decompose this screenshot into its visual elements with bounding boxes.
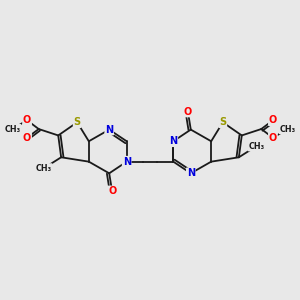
Text: CH₃: CH₃ [4, 124, 21, 134]
Text: N: N [105, 124, 113, 135]
Text: O: O [184, 106, 192, 116]
Text: CH₃: CH₃ [36, 164, 52, 173]
Text: O: O [23, 133, 31, 143]
Text: O: O [269, 133, 277, 143]
Text: N: N [187, 168, 195, 178]
Text: S: S [219, 117, 226, 127]
Text: O: O [108, 186, 116, 197]
Text: N: N [169, 136, 177, 146]
Text: N: N [123, 157, 131, 167]
Text: S: S [74, 117, 81, 127]
Text: O: O [269, 115, 277, 125]
Text: CH₃: CH₃ [279, 124, 296, 134]
Text: O: O [23, 115, 31, 125]
Text: CH₃: CH₃ [248, 142, 264, 151]
